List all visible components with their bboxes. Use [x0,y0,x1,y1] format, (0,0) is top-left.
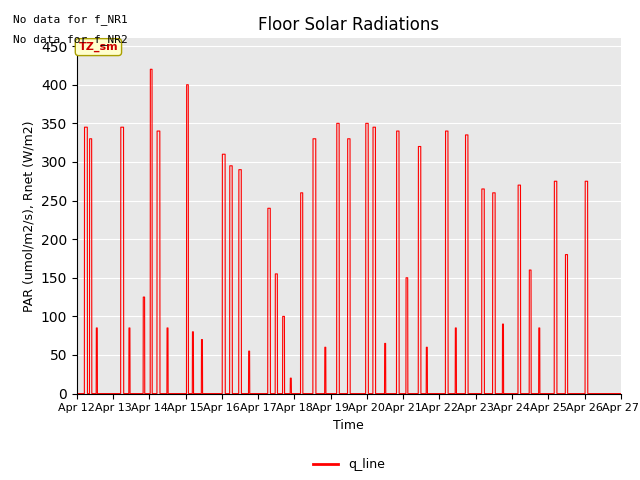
Title: Floor Solar Radiations: Floor Solar Radiations [258,16,440,34]
Text: TZ_sm: TZ_sm [79,42,118,52]
Text: No data for f_NR1: No data for f_NR1 [13,14,127,25]
X-axis label: Time: Time [333,419,364,432]
Y-axis label: PAR (umol/m2/s), Rnet (W/m2): PAR (umol/m2/s), Rnet (W/m2) [22,120,35,312]
Text: No data for f_NR2: No data for f_NR2 [13,34,127,45]
Legend: q_line: q_line [308,453,390,476]
